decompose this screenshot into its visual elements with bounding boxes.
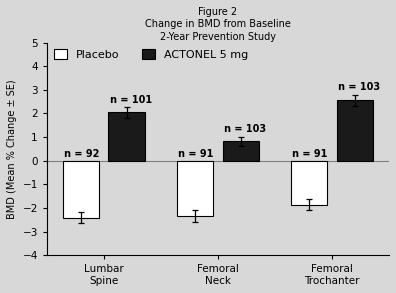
Text: n = 92: n = 92 — [64, 149, 99, 159]
Legend: Placebo, ACTONEL 5 mg: Placebo, ACTONEL 5 mg — [52, 48, 249, 61]
Text: n = 101: n = 101 — [110, 95, 152, 105]
Bar — [109, 112, 145, 161]
Bar — [63, 161, 99, 218]
Text: n = 103: n = 103 — [224, 124, 266, 134]
Bar — [223, 142, 259, 161]
Text: n = 103: n = 103 — [338, 82, 380, 92]
Text: n = 91: n = 91 — [292, 149, 327, 159]
Bar — [177, 161, 213, 217]
Title: Figure 2
Change in BMD from Baseline
2-Year Prevention Study: Figure 2 Change in BMD from Baseline 2-Y… — [145, 7, 291, 42]
Text: n = 91: n = 91 — [178, 149, 213, 159]
Bar — [337, 100, 373, 161]
Y-axis label: BMD (Mean % Change ± SE): BMD (Mean % Change ± SE) — [7, 79, 17, 219]
Bar — [291, 161, 327, 205]
